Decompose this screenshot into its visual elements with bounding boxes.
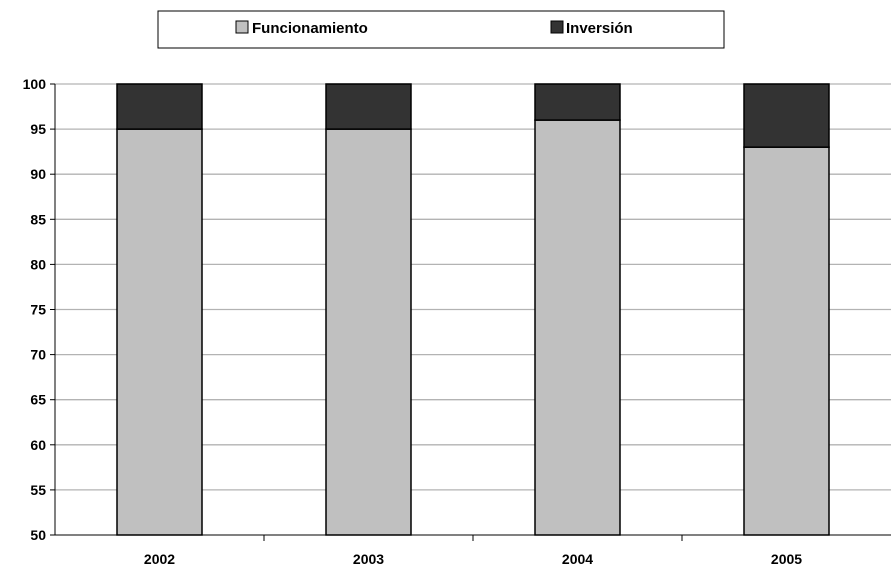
y-tick-label: 75 xyxy=(30,302,46,318)
bar-inversion-2004 xyxy=(534,83,621,121)
bar-funcionamiento-2004 xyxy=(534,119,621,536)
legend-label-funcionamiento: Funcionamiento xyxy=(252,20,368,37)
bar-funcionamiento-2005 xyxy=(743,146,830,536)
y-tick-label: 95 xyxy=(30,121,46,137)
bar-inversion-2005 xyxy=(743,83,830,148)
y-tick-label: 50 xyxy=(30,527,46,543)
y-tick-label: 65 xyxy=(30,392,46,408)
bar-funcionamiento-2002 xyxy=(116,128,203,536)
legend-box xyxy=(157,10,725,49)
y-tick-labels: 100 95 90 85 80 75 70 65 60 55 50 xyxy=(23,76,47,543)
y-tick-label: 60 xyxy=(30,437,46,453)
y-tick-label: 80 xyxy=(30,256,46,272)
y-tick-label: 85 xyxy=(30,211,46,227)
bars xyxy=(116,83,830,536)
y-tick-label: 90 xyxy=(30,166,46,182)
bar-inversion-2003 xyxy=(325,83,412,130)
axes xyxy=(50,83,891,541)
y-tick-label: 70 xyxy=(30,347,46,363)
y-tick-label: 100 xyxy=(23,76,47,92)
bar-inversion-2002 xyxy=(116,83,203,130)
x-tick-label: 2003 xyxy=(353,551,384,567)
x-tick-label: 2005 xyxy=(771,551,802,567)
legend-label-inversion: Inversión xyxy=(566,20,633,37)
legend-swatch-funcionamiento xyxy=(235,20,249,34)
legend: Funcionamiento Inversión xyxy=(157,10,725,49)
x-tick-labels: 2002 2003 2004 2005 xyxy=(144,551,802,567)
y-tick-label: 55 xyxy=(30,482,46,498)
x-tick-label: 2002 xyxy=(144,551,175,567)
bar-funcionamiento-2003 xyxy=(325,128,412,536)
legend-swatch-inversion xyxy=(550,20,564,34)
x-tick-label: 2004 xyxy=(562,551,593,567)
